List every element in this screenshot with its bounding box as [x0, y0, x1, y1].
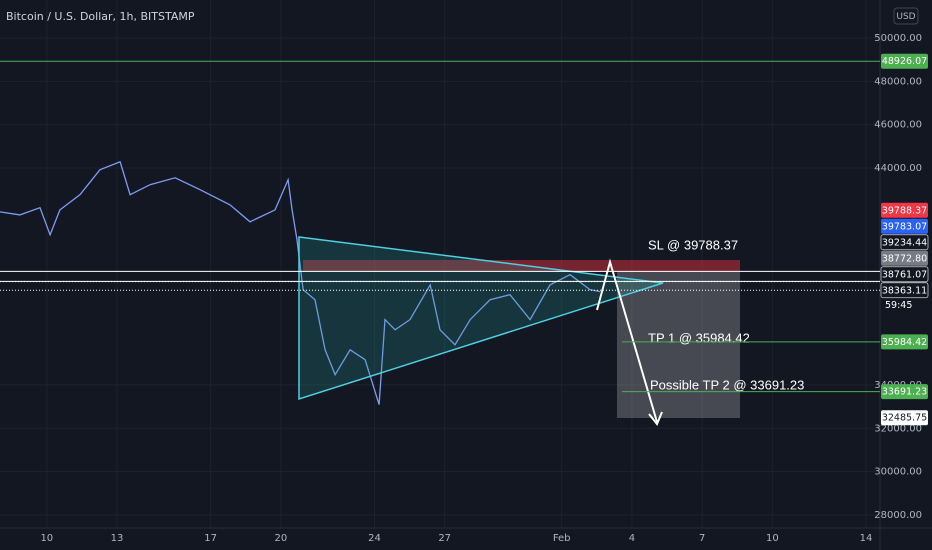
x-tick-label: 7 — [699, 533, 705, 544]
price-badge — [881, 53, 928, 69]
currency-box[interactable] — [893, 7, 919, 25]
marks — [0, 0, 880, 528]
price-badge-label: 38761.07 — [882, 269, 927, 280]
countdown: 59:45 — [885, 300, 912, 311]
price-badge — [880, 266, 929, 283]
price-line — [0, 160, 601, 405]
price-badge — [881, 218, 928, 234]
x-tick-label: 17 — [204, 533, 217, 544]
price-badge-label: 38363.11 — [882, 285, 927, 296]
y-tick-label: 30000.00 — [874, 467, 922, 478]
y-tick-label: 48000.00 — [874, 76, 922, 87]
target-box — [617, 272, 740, 418]
y-tick-label: 44000.00 — [874, 163, 922, 174]
price-badge-label: 33691.23 — [882, 387, 927, 398]
annotation: TP 1 @ 35984.42 — [648, 330, 750, 345]
x-tick-label: 13 — [111, 533, 124, 544]
price-badge — [881, 202, 928, 218]
price-badge-label: 35984.42 — [882, 337, 927, 348]
price-badge-label: 39783.07 — [882, 221, 927, 232]
price-badge — [880, 234, 929, 251]
y-tick-label: 46000.00 — [874, 120, 922, 131]
price-badge-label: 38772.80 — [882, 253, 927, 264]
price-badge — [881, 334, 928, 350]
triangle-pattern — [298, 236, 664, 401]
currency: USD — [896, 12, 915, 22]
stop-zone — [303, 260, 740, 272]
y-tick-label: 32000.00 — [874, 423, 922, 434]
x-tick-label: 27 — [438, 533, 451, 544]
x-tick-label: Feb — [553, 533, 571, 544]
y-tick-label: 28000.00 — [874, 510, 922, 521]
x-tick-label: 4 — [629, 533, 635, 544]
projection-arrow — [596, 258, 658, 423]
x-tick-label: 24 — [368, 533, 381, 544]
x-tick-label: 10 — [40, 533, 53, 544]
annotation: SL @ 39788.37 — [648, 237, 738, 252]
price-badge-label: 32485.75 — [882, 413, 927, 424]
arrow-head — [648, 411, 663, 426]
price-badge-label: 39234.44 — [882, 237, 927, 248]
chart-title: Bitcoin / U.S. Dollar, 1h, BITSTAMP — [6, 10, 195, 23]
price-badge-label: 39788.37 — [882, 205, 927, 216]
x-tick-label: 20 — [274, 533, 287, 544]
price-badge — [881, 410, 928, 426]
price-badge — [881, 250, 928, 266]
y-tick-label: 50000.00 — [874, 33, 922, 44]
price-badge-label: 48926.07 — [882, 56, 927, 67]
x-tick-label: 14 — [860, 533, 873, 544]
countdown-badge — [881, 298, 928, 313]
price-badge — [880, 282, 929, 299]
price-badge — [881, 384, 928, 400]
annotation: Possible TP 2 @ 33691.23 — [650, 377, 804, 392]
x-tick-label: 10 — [766, 533, 779, 544]
